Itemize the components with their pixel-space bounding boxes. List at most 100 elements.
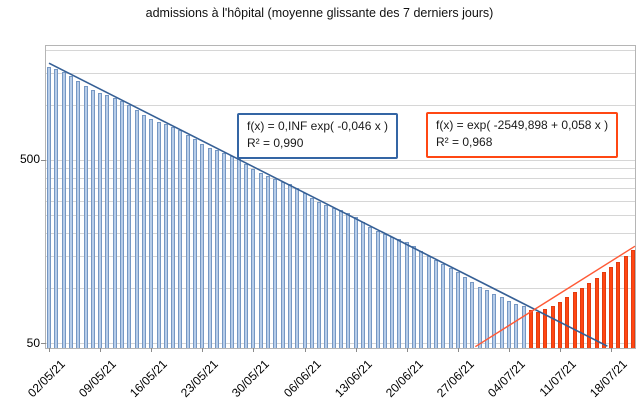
bar-admissions-en-hausse	[550, 305, 555, 348]
bar-admissions-en-baisse	[163, 124, 168, 348]
bar-admissions-en-baisse	[463, 276, 468, 348]
fit-annotation-red: f(x) = exp( -2549,898 + 0,058 x ) R² = 0…	[426, 112, 619, 158]
tendance-croissante-line	[474, 245, 636, 348]
bar-admissions-en-baisse	[309, 197, 314, 348]
bar-admissions-en-baisse	[412, 246, 416, 348]
bar-admissions-en-hausse	[616, 261, 621, 348]
x-axis-label: 02/05/21	[24, 357, 68, 400]
bar-admissions-en-baisse	[353, 217, 358, 348]
x-axis-tick	[508, 348, 510, 352]
bar-admissions-en-baisse	[244, 163, 249, 348]
x-axis-tick	[100, 348, 102, 352]
bar-admissions-en-baisse	[200, 143, 205, 348]
bar-admissions-en-baisse	[441, 264, 446, 348]
bar-admissions-en-hausse	[528, 309, 533, 348]
tendance-decroissante-line	[48, 62, 608, 347]
gridline-1000	[46, 104, 635, 106]
bar-admissions-en-hausse	[601, 272, 606, 348]
bar-admissions-en-baisse	[477, 287, 482, 348]
bar-admissions-en-baisse	[68, 76, 73, 348]
bar-admissions-en-baisse	[222, 152, 227, 348]
bar-admissions-en-hausse	[543, 308, 548, 348]
bar-admissions-en-baisse	[127, 105, 132, 348]
bar-admissions-en-hausse	[565, 297, 570, 348]
bar-admissions-en-baisse	[105, 95, 110, 348]
bar-admissions-en-baisse	[156, 121, 161, 348]
bar-admissions-en-hausse	[536, 311, 541, 348]
bar-admissions-en-baisse	[193, 139, 197, 348]
bar-admissions-en-baisse	[258, 172, 263, 348]
bar-admissions-en-hausse	[579, 287, 584, 348]
bar-admissions-en-baisse	[90, 89, 95, 348]
bar-admissions-en-baisse	[134, 110, 139, 348]
bar-admissions-en-baisse	[521, 305, 526, 348]
fit-equation-red: f(x) = exp( -2549,898 + 0,058 x )	[436, 118, 609, 132]
bar-admissions-en-baisse	[470, 281, 475, 348]
bar-admissions-en-hausse	[594, 277, 599, 348]
gridline-300	[46, 200, 635, 202]
x-axis-tick	[560, 348, 561, 352]
x-axis-tick	[49, 348, 50, 352]
gridline-400	[46, 177, 635, 179]
bar-admissions-en-baisse	[171, 126, 176, 348]
y-axis-label-500: 500	[19, 152, 40, 166]
bar-admissions-en-baisse	[54, 69, 59, 348]
bar-admissions-en-baisse	[273, 179, 278, 348]
gridline-450	[46, 168, 635, 170]
bar-admissions-en-baisse	[448, 268, 453, 348]
bar-admissions-en-baisse	[368, 226, 373, 348]
bar-admissions-en-baisse	[485, 290, 489, 348]
bar-admissions-en-baisse	[404, 242, 409, 348]
bar-admissions-en-baisse	[61, 72, 66, 348]
bar-admissions-en-baisse	[433, 260, 438, 348]
bar-admissions-en-baisse	[149, 118, 154, 348]
bar-admissions-en-hausse	[609, 267, 614, 348]
bar-admissions-en-baisse	[207, 147, 212, 348]
bar-admissions-en-baisse	[455, 272, 460, 348]
y-axis-tick-500	[41, 160, 46, 161]
gridline-350	[46, 188, 635, 190]
gridline-2000	[46, 49, 635, 51]
bar-admissions-en-hausse	[558, 301, 562, 348]
bar-admissions-en-baisse	[112, 97, 117, 348]
bar-admissions-en-baisse	[492, 293, 497, 348]
bar-admissions-en-baisse	[346, 213, 351, 348]
bar-admissions-en-baisse	[214, 150, 219, 348]
y-axis-label-50: 50	[26, 336, 40, 350]
bar-admissions-en-hausse	[572, 292, 577, 348]
bar-admissions-en-baisse	[317, 201, 322, 348]
bar-admissions-en-baisse	[83, 85, 88, 348]
x-axis-tick	[304, 348, 306, 352]
gridline-1500	[46, 72, 635, 74]
bar-admissions-en-baisse	[514, 303, 519, 348]
x-axis-tick	[457, 348, 459, 352]
x-axis-tick	[202, 348, 204, 352]
bar-admissions-en-baisse	[375, 230, 380, 348]
bar-admissions-en-baisse	[382, 234, 387, 348]
bar-admissions-en-hausse	[587, 282, 592, 348]
bar-admissions-en-hausse	[631, 250, 635, 348]
bar-admissions-en-baisse	[266, 176, 270, 348]
y-axis-tick-50	[41, 343, 46, 344]
bar-admissions-en-baisse	[324, 205, 329, 348]
gridline-500	[46, 160, 635, 161]
fit-annotation-blue: f(x) = 0,INF exp( -0,046 x ) R² = 0,990	[237, 113, 399, 159]
trendlines-layer	[48, 62, 636, 348]
fit-r2-blue: R² = 0,990	[247, 136, 304, 151]
chart-title: admissions à l'hôpital (moyenne glissant…	[145, 6, 494, 20]
x-axis-tick	[611, 348, 613, 352]
bar-admissions-en-baisse	[251, 168, 256, 348]
bar-admissions-en-baisse	[185, 134, 190, 348]
bar-admissions-en-baisse	[47, 66, 51, 348]
bar-admissions-en-baisse	[499, 297, 504, 348]
x-axis-tick	[355, 348, 357, 352]
plot-area: 02/05/21 09/05/21 16/05/21 23/05/21 30/05/21…	[25, 45, 636, 400]
bar-admissions-en-baisse	[98, 92, 103, 348]
x-axis-tick	[151, 348, 153, 352]
bar-admissions-en-baisse	[141, 114, 146, 348]
bar-admissions-en-baisse	[120, 101, 124, 348]
x-axis-tick	[406, 348, 408, 352]
bar-admissions-en-hausse	[623, 256, 628, 348]
x-axis-tick	[253, 348, 255, 352]
